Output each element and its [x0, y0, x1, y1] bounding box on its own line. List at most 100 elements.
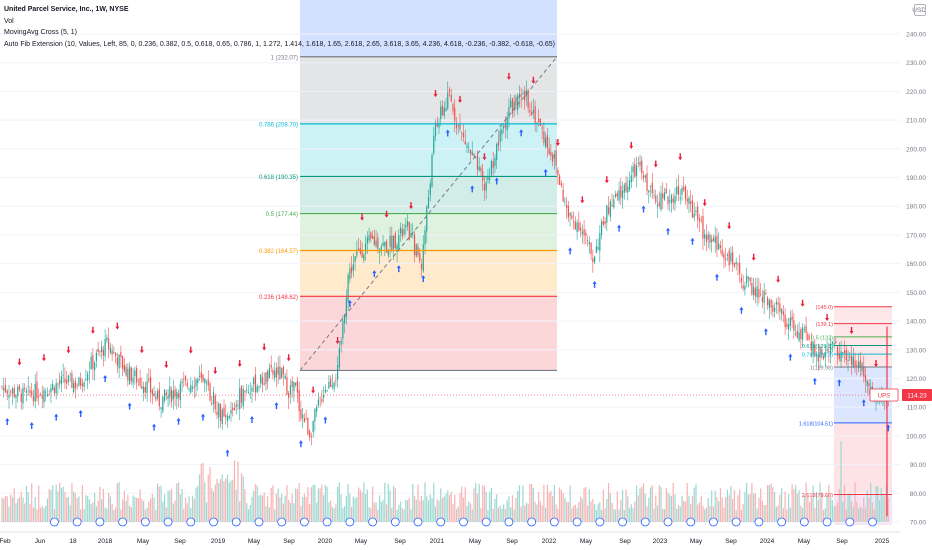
candle-body [672, 198, 674, 203]
dividend-marker [868, 517, 877, 527]
candle-body [38, 396, 40, 398]
candle-body [462, 132, 465, 138]
candle-body [758, 289, 760, 298]
fib-zone [300, 123, 557, 177]
volume-bar [380, 501, 382, 522]
volume-bar [541, 505, 543, 522]
ma-cross-down-arrow [115, 322, 120, 330]
candle-body [242, 388, 244, 407]
candle-body [578, 222, 580, 231]
volume-bar [139, 489, 141, 522]
candle-body [856, 364, 858, 366]
volume-bar [88, 499, 91, 522]
volume-bar [338, 482, 340, 522]
volume-bar [151, 493, 153, 522]
volume-bar [791, 483, 793, 522]
candle-body [6, 390, 8, 394]
candle-body [639, 161, 641, 166]
volume-bar [646, 506, 648, 522]
volume-bar [448, 495, 451, 522]
ma-cross-down-arrow [702, 199, 707, 207]
fib-zone [300, 250, 557, 297]
y-tick-label: 200.00 [906, 146, 926, 153]
volume-bar [132, 495, 134, 522]
candle-body [190, 385, 192, 393]
candle-body [511, 98, 514, 114]
chart-settings-button[interactable] [914, 4, 926, 16]
volume-bar [677, 504, 680, 522]
volume-bar [504, 509, 507, 522]
candle-body [737, 263, 739, 265]
ma-cross-up-arrow [641, 205, 646, 213]
ma-cross-down-arrow [188, 346, 193, 354]
fib-extension-indicator-label[interactable]: Auto Fib Extension (10, Values, Left, 85… [4, 40, 555, 48]
volume-bar [475, 483, 477, 522]
volume-bar [478, 483, 480, 522]
candle-body [611, 205, 613, 207]
volume-bar [94, 492, 96, 522]
volume-bar [611, 502, 613, 522]
volume-bar [597, 503, 599, 522]
volume-bar [747, 494, 750, 522]
volume-bar [193, 498, 195, 522]
candle-body [746, 275, 748, 283]
volume-bar [413, 495, 416, 522]
volume-bar [156, 483, 159, 522]
volume-bar [433, 482, 435, 522]
candle-body [794, 333, 797, 335]
volume-bar [662, 508, 664, 522]
candle-body [793, 320, 795, 331]
volume-bar [167, 490, 169, 522]
x-tick-label: Sep [283, 538, 295, 545]
candle-body [274, 370, 276, 378]
volume-bar [793, 489, 795, 522]
candle-body [457, 125, 459, 127]
volume-bar [803, 495, 805, 522]
volume-bar [412, 483, 414, 522]
candle-body [786, 323, 788, 328]
ma-cross-indicator-label[interactable]: MovingAvg Cross (5, 1) [4, 29, 78, 36]
candle-body [443, 107, 445, 117]
volume-bar [431, 498, 433, 522]
ma-cross-up-arrow [788, 353, 793, 361]
candle-body [618, 190, 620, 201]
x-tick-label: 18 [69, 538, 77, 545]
candle-body [4, 385, 7, 393]
candle-body [739, 262, 741, 275]
candle-body [560, 183, 562, 186]
volume-bar [330, 500, 332, 522]
candle-body [772, 305, 774, 312]
candle-body [681, 187, 683, 195]
candle-body [838, 352, 840, 359]
candle-body [387, 251, 389, 256]
volume-bar [426, 496, 428, 522]
candle-body [450, 94, 452, 102]
dividend-marker [231, 517, 241, 527]
volume-bar [11, 497, 14, 522]
volume-bar [873, 509, 875, 522]
symbol-title[interactable]: United Parcel Service, Inc., 1W, NYSE [4, 6, 129, 13]
volume-bar [389, 490, 391, 522]
ma-cross-down-arrow [17, 358, 22, 366]
x-tick-label: 2022 [542, 538, 557, 545]
volume-bar [3, 498, 5, 522]
volume-bar [798, 490, 800, 522]
volume-bar [616, 491, 618, 522]
candle-body [429, 183, 431, 196]
candle-body [198, 375, 201, 377]
candle-body [265, 372, 267, 384]
candle-body [597, 247, 599, 250]
ma-cross-up-arrow [886, 424, 891, 432]
volume-bar [321, 484, 323, 522]
candle-body [494, 157, 496, 166]
candle-body [69, 373, 71, 375]
candle-body [330, 378, 332, 387]
volume-indicator-label[interactable]: Vol [4, 17, 14, 25]
y-tick-label: 140.00 [906, 319, 926, 326]
candle-body [305, 418, 307, 420]
candle-body [356, 250, 358, 256]
volume-bar [186, 503, 188, 522]
candle-body [663, 192, 666, 200]
price-tag-box [902, 389, 932, 402]
